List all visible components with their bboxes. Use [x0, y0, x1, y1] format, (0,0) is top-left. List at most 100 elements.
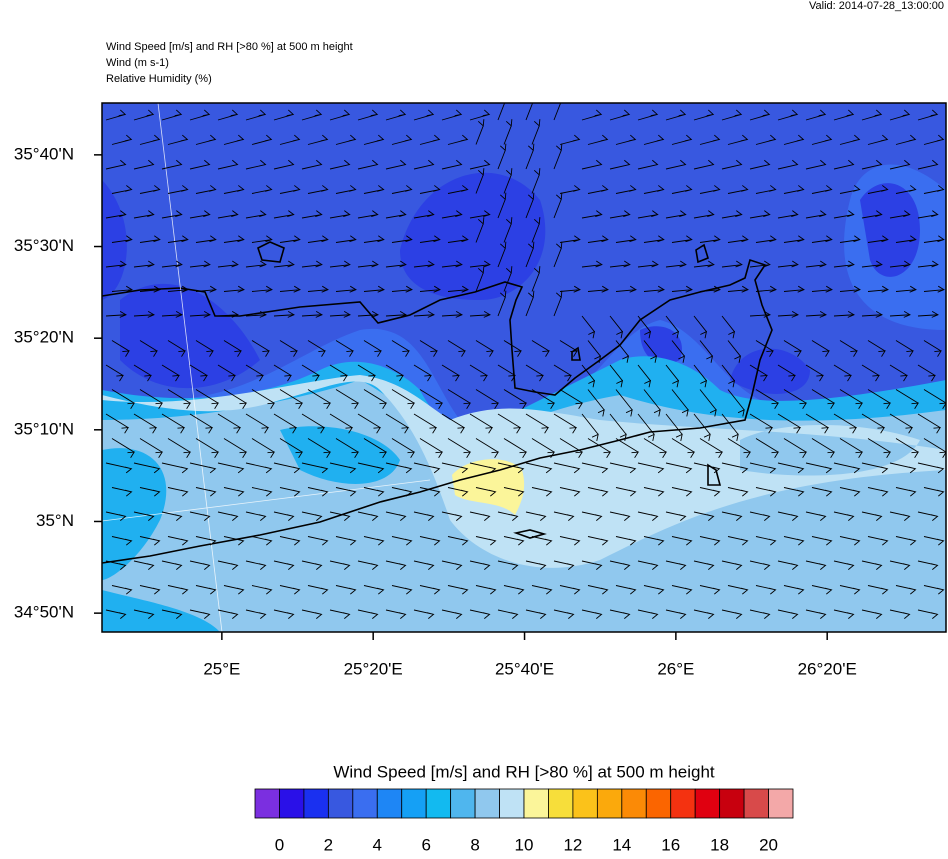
wind-arrow: [279, 235, 301, 243]
wind-arrow: [587, 185, 609, 194]
wind-arrow: [665, 364, 680, 388]
wind-arrow: [301, 109, 323, 121]
wind-arrow: [637, 159, 659, 170]
wind-arrow: [525, 241, 535, 268]
wind-arrow: [217, 609, 239, 619]
wind-arrow: [420, 635, 440, 644]
wind-arrow: [105, 462, 133, 474]
wind-arrow: [363, 438, 388, 459]
wind-arrow: [917, 159, 939, 170]
wind-arrow: [777, 260, 799, 268]
y-tick-label: 34°50'N: [14, 603, 74, 622]
wind-arrow: [895, 389, 920, 410]
wind-arrow: [217, 462, 245, 474]
wind-arrow: [833, 260, 855, 268]
wind-arrow: [357, 609, 379, 619]
wind-arrow: [475, 536, 497, 546]
wind-arrow: [699, 487, 721, 497]
wind-arrow: [301, 609, 323, 619]
wind-arrow: [139, 536, 161, 546]
wind-arrow: [301, 159, 323, 170]
wind-arrow: [161, 609, 183, 619]
colorbar-swatch: [450, 788, 476, 819]
x-tick-label: 26°E: [657, 659, 694, 678]
wind-arrow: [833, 109, 855, 121]
wind-arrow: [755, 389, 780, 410]
wind-arrow: [637, 413, 655, 442]
wind-arrow: [161, 413, 186, 434]
wind-arrow: [503, 217, 513, 243]
wind-arrow: [665, 413, 683, 442]
y-tick-label: 35°N: [36, 511, 74, 530]
wind-arrow: [357, 260, 379, 268]
wind-arrow: [273, 560, 295, 570]
wind-arrow: [391, 585, 413, 595]
wind-arrow: [643, 185, 665, 194]
wind-arrow: [301, 462, 329, 474]
wind-arrow: [749, 511, 771, 521]
wind-arrow: [279, 389, 304, 410]
wind-arrow: [895, 340, 914, 357]
wind-arrow: [447, 185, 469, 194]
wind-arrow: [671, 185, 693, 194]
wind-arrow: [133, 609, 155, 619]
wind-arrow: [721, 315, 736, 339]
wind-arrow: [336, 635, 356, 644]
wind-arrow: [805, 511, 827, 521]
wind-arrow: [755, 285, 777, 293]
wind-arrow: [525, 103, 534, 121]
wind-arrow: [867, 235, 889, 243]
wind-arrow: [616, 635, 636, 644]
wind-arrow: [581, 413, 599, 442]
wind-arrow: [861, 364, 880, 382]
wind-arrow: [643, 438, 668, 459]
wind-arrow: [441, 511, 463, 521]
wind-arrow: [581, 511, 603, 521]
wind-arrow: [917, 109, 939, 121]
wind-arrow: [867, 285, 889, 293]
wind-arrow: [811, 438, 836, 459]
wind-arrow: [217, 413, 242, 434]
wind-arrow: [189, 609, 211, 619]
wind-arrow: [889, 609, 911, 619]
wind-arrow: [223, 585, 245, 595]
wind-arrow: [139, 340, 158, 357]
wind-arrow: [777, 109, 799, 121]
wind-arrow: [476, 635, 496, 644]
wind-arrow: [441, 560, 463, 570]
wind-arrow: [497, 192, 507, 219]
wind-arrow: [189, 413, 214, 434]
wind-arrow: [111, 235, 133, 243]
wind-arrow: [279, 185, 301, 194]
title-line: Relative Humidity (%): [106, 73, 212, 85]
wind-arrow: [497, 511, 519, 521]
wind-arrow: [671, 585, 693, 595]
wind-arrow: [105, 109, 127, 121]
wind-arrow: [643, 389, 661, 417]
wind-arrow: [251, 235, 273, 243]
wind-arrow: [609, 560, 631, 570]
wind-arrow: [441, 609, 463, 619]
wind-arrow: [273, 413, 298, 434]
wind-arrow: [811, 536, 833, 546]
wind-arrow: [643, 487, 665, 497]
wind-arrow: [861, 109, 883, 121]
wind-arrow: [357, 210, 379, 219]
wind-arrow: [167, 536, 189, 546]
coastline: [102, 258, 773, 564]
wind-arrow: [553, 511, 575, 521]
wind-arrow: [469, 560, 491, 570]
wind-arrow: [755, 585, 777, 595]
wind-arrow: [217, 310, 239, 318]
wind-arrow: [553, 609, 575, 619]
wind-arrow: [189, 159, 211, 170]
wind-arrow: [413, 210, 435, 219]
wind-arrow: [671, 536, 693, 546]
wind-arrow: [749, 310, 771, 318]
wind-arrow: [777, 511, 799, 521]
wind-arrow: [301, 210, 323, 219]
wind-arrow: [363, 536, 385, 546]
wind-arrow: [105, 310, 127, 318]
wind-arrow: [251, 185, 273, 194]
wind-arrow: [335, 536, 357, 546]
